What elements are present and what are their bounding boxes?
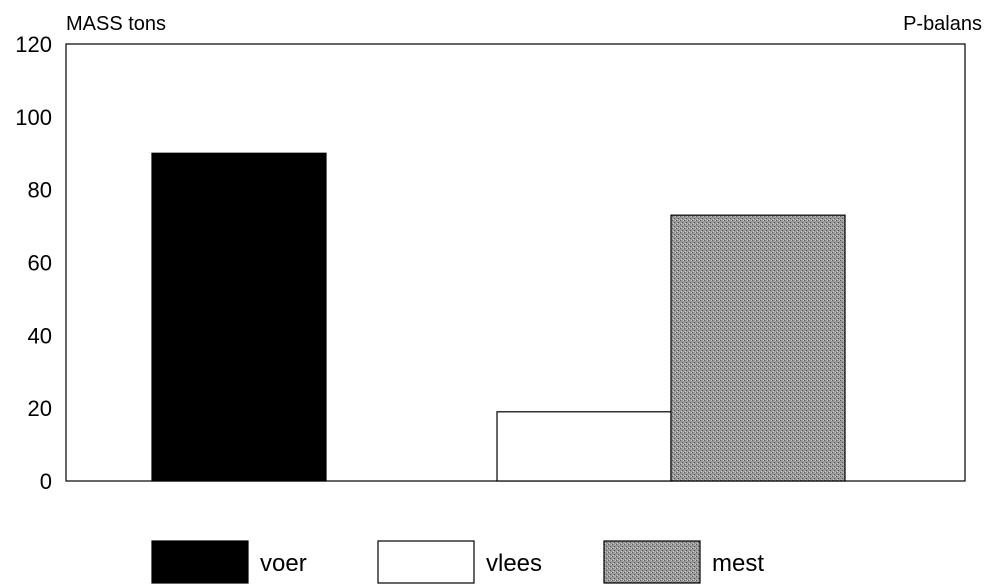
y-tick-label: 120 [15,32,52,57]
legend-swatch-vlees [377,540,475,584]
legend-label-voer: voer [260,550,307,577]
y-tick-label: 60 [28,251,52,276]
bar-voer [151,152,327,482]
legend-label-vlees: vlees [486,550,542,577]
legend-swatch-voer [151,540,249,584]
y-tick-label: 80 [28,178,52,203]
bars-group [151,152,846,482]
y-tick-label: 20 [28,396,52,421]
y-axis-ticks: 0 20 40 60 80 100 120 [15,32,52,494]
y-tick-label: 0 [40,469,52,494]
y-tick-label: 100 [15,105,52,130]
top-right-label: P-balans [903,13,982,35]
legend-label-mest: mest [712,550,764,577]
y-tick-label: 40 [28,323,52,348]
bar-vlees [496,411,672,482]
legend: voer vlees mest [151,540,764,584]
bar-mest [670,214,846,482]
y-axis-label: MASS tons [66,13,166,35]
legend-swatch-mest [603,540,701,584]
